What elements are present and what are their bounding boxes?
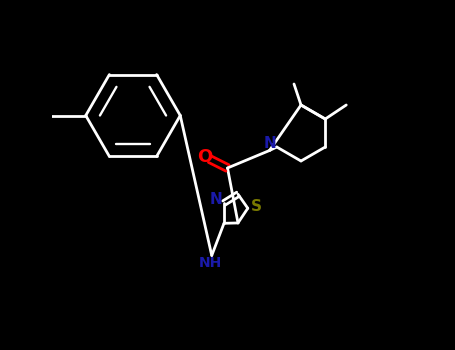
Text: O: O bbox=[197, 148, 212, 167]
Text: NH: NH bbox=[198, 256, 222, 270]
Text: S: S bbox=[251, 199, 262, 214]
Text: N: N bbox=[210, 192, 222, 207]
Text: N: N bbox=[264, 136, 277, 151]
